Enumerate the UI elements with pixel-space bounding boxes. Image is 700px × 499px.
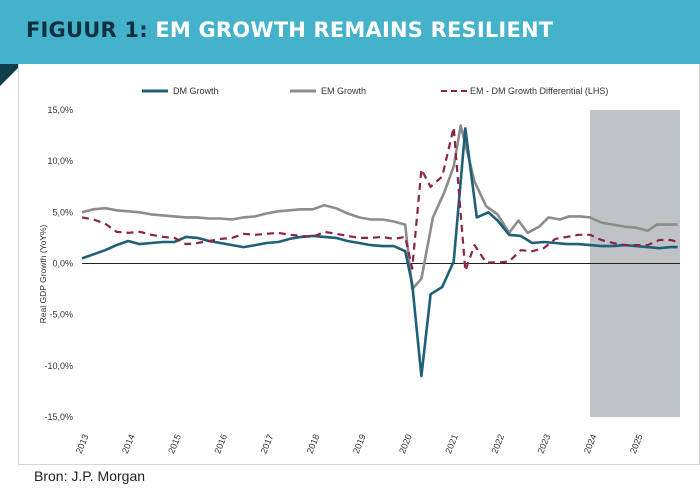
x-tick-label: 2023 bbox=[536, 433, 553, 455]
y-tick-label: 10,0% bbox=[47, 156, 73, 166]
x-tick-label: 2024 bbox=[582, 433, 599, 455]
growth-differential-line bbox=[81, 126, 679, 272]
y-tick-label: 0,0% bbox=[52, 259, 73, 269]
y-tick-label: 5,0% bbox=[52, 207, 73, 217]
x-tick-label: 2019 bbox=[351, 433, 368, 455]
y-tick-label: -15,0% bbox=[44, 412, 73, 422]
title-banner bbox=[0, 0, 700, 64]
x-tick-label: 2018 bbox=[305, 433, 322, 455]
legend-label-diff: EM - DM Growth Differential (LHS) bbox=[470, 86, 608, 96]
source-note: Bron: J.P. Morgan bbox=[34, 468, 146, 484]
series-layer bbox=[81, 124, 679, 378]
figure-title: FIGUUR 1: EM GROWTH REMAINS RESILIENT bbox=[26, 18, 553, 42]
x-tick-label: 2015 bbox=[166, 433, 183, 455]
xtick-layer: 2013 2014 2015 2016 2017 2018 2019 2020 2021 2022… bbox=[74, 433, 645, 455]
x-tick-label: 2014 bbox=[120, 433, 137, 455]
y-tick-label: 15,0% bbox=[47, 105, 73, 115]
legend-label-dm: DM Growth bbox=[173, 86, 219, 96]
dm-growth-line bbox=[81, 127, 678, 378]
growth-chart: 15,0% 10,0% 5,0% 0,0% -5,0% -10,0% -15,0% 2013… bbox=[38, 86, 680, 455]
x-tick-label: 2020 bbox=[397, 433, 414, 455]
ytick-layer: 15,0% 10,0% 5,0% 0,0% -5,0% -10,0% -15,0% bbox=[44, 105, 73, 422]
x-tick-label: 2013 bbox=[74, 433, 91, 455]
legend-label-em: EM Growth bbox=[321, 86, 366, 96]
banner-fold bbox=[0, 64, 22, 86]
x-tick-label: 2021 bbox=[443, 433, 460, 455]
em-growth-line bbox=[81, 124, 678, 291]
x-tick-label: 2025 bbox=[628, 433, 645, 455]
x-tick-label: 2017 bbox=[259, 433, 276, 455]
x-tick-label: 2022 bbox=[489, 433, 506, 455]
legend: DM Growth EM Growth EM - DM Growth Diffe… bbox=[142, 86, 608, 96]
x-tick-label: 2016 bbox=[212, 433, 229, 455]
y-tick-label: -5,0% bbox=[49, 310, 73, 320]
figure-heading: EM GROWTH REMAINS RESILIENT bbox=[155, 18, 554, 42]
y-tick-label: -10,0% bbox=[44, 361, 73, 371]
figure-number: FIGUUR 1: bbox=[26, 18, 148, 42]
y-axis-label: Real GDP Growth (YoY%) bbox=[38, 224, 48, 323]
chart-panel bbox=[18, 64, 700, 465]
